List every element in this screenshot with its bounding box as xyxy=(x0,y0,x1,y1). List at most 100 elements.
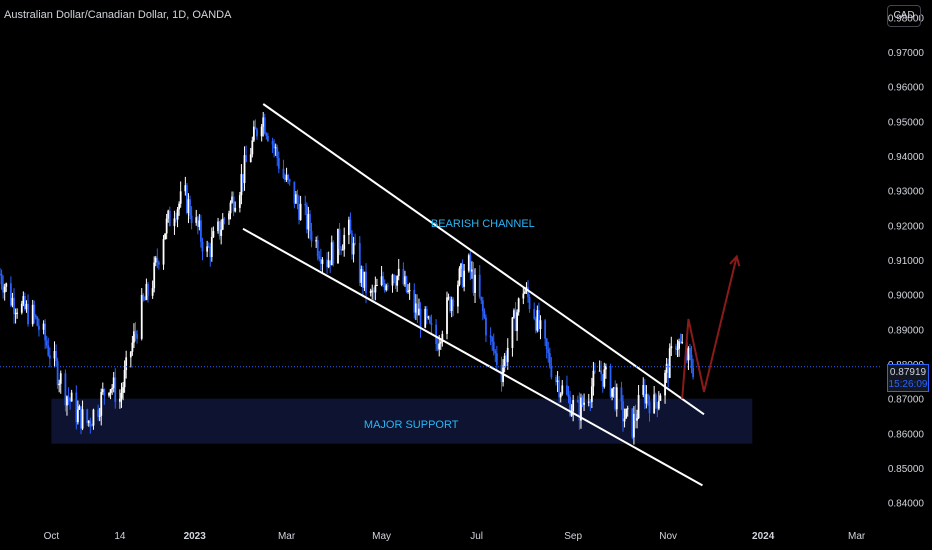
candle-body xyxy=(212,231,215,238)
candle-body xyxy=(614,387,617,410)
candle-body xyxy=(20,303,23,313)
candle-body xyxy=(147,283,149,296)
candle-body xyxy=(178,203,181,210)
candle-body xyxy=(489,335,492,338)
candle-body xyxy=(447,297,450,299)
candle-body xyxy=(620,387,623,402)
candle-body xyxy=(471,269,473,272)
candle-body xyxy=(428,316,431,323)
y-tick-label: 0.86000 xyxy=(888,429,925,440)
candle-body xyxy=(129,351,132,358)
candle-body xyxy=(341,249,344,251)
candle-body xyxy=(249,154,252,162)
candle-body xyxy=(481,300,484,312)
candle-body xyxy=(603,369,606,387)
candle-body xyxy=(154,257,157,263)
candle-body xyxy=(376,285,378,287)
x-tick-label: Mar xyxy=(278,531,296,542)
last-price-value: 0.87919 xyxy=(889,367,927,378)
candle-body xyxy=(327,260,330,268)
candle-body xyxy=(195,217,198,223)
candle-body xyxy=(414,303,417,313)
candle-body xyxy=(391,274,394,286)
candle-body xyxy=(609,366,612,397)
candle-body xyxy=(98,415,101,417)
currency-button[interactable]: CAD xyxy=(887,5,921,27)
candle-body xyxy=(196,217,199,227)
candle-body xyxy=(522,293,525,299)
candle-body xyxy=(622,401,624,422)
candle-body xyxy=(59,373,62,384)
candle-body xyxy=(70,392,73,402)
candle-body xyxy=(55,351,57,362)
x-tick-label: Jul xyxy=(470,531,483,542)
candle-body xyxy=(592,370,595,387)
x-tick-label: Sep xyxy=(564,531,582,542)
candle-body xyxy=(207,246,210,248)
candle-body xyxy=(45,340,48,346)
candle-body xyxy=(343,234,346,250)
candle-body xyxy=(369,290,372,293)
candle-body xyxy=(276,147,279,158)
candle-body xyxy=(536,310,539,331)
candle-body xyxy=(296,194,299,204)
candle-body xyxy=(304,203,307,206)
candle-body xyxy=(679,341,682,343)
candle-body xyxy=(209,247,212,258)
candle-body xyxy=(647,394,649,402)
candle-body xyxy=(151,288,154,296)
candle-body xyxy=(133,331,135,343)
candle-body xyxy=(394,281,397,286)
candle-body xyxy=(38,325,40,330)
candle-body xyxy=(545,338,548,350)
candle-body xyxy=(187,199,190,214)
candle-body xyxy=(657,400,660,409)
candle-body xyxy=(523,291,526,294)
price-axis-background xyxy=(880,0,932,550)
candle-body xyxy=(427,316,430,318)
candle-body xyxy=(263,117,266,134)
candle-body xyxy=(190,215,193,223)
y-tick-label: 0.96000 xyxy=(888,83,925,94)
candle-body xyxy=(533,308,536,319)
candle-body xyxy=(572,400,575,412)
candle-body xyxy=(690,354,693,369)
candle-body xyxy=(136,333,138,339)
candle-body xyxy=(612,387,615,389)
candle-body xyxy=(80,406,82,429)
candle-body xyxy=(111,387,114,390)
x-tick-label: Nov xyxy=(659,531,677,542)
candle-body xyxy=(100,392,103,416)
candle-body xyxy=(352,242,355,255)
candle-body xyxy=(92,409,95,426)
candle-body xyxy=(326,259,328,268)
candle-body xyxy=(668,348,671,378)
candle-body xyxy=(69,398,71,402)
candle-body xyxy=(332,242,335,264)
candle-body xyxy=(636,418,638,421)
candle-body xyxy=(581,397,584,405)
candle-body xyxy=(66,396,68,406)
candle-body xyxy=(396,276,399,286)
candle-body xyxy=(578,402,581,421)
candle-body xyxy=(393,274,395,282)
candle-body xyxy=(25,303,28,310)
candle-body xyxy=(145,283,148,300)
candle-body xyxy=(243,155,246,184)
x-tick-label: Mar xyxy=(848,531,866,542)
bearish-channel-label: BEARISH CHANNEL xyxy=(431,218,535,230)
candle-body xyxy=(206,246,209,252)
x-tick-label: May xyxy=(372,531,391,542)
candle-body xyxy=(13,297,15,314)
candle-body xyxy=(186,185,188,214)
candle-body xyxy=(587,401,590,403)
candle-body xyxy=(173,218,176,227)
candle-body xyxy=(469,255,472,272)
candle-body xyxy=(234,207,237,212)
candle-body xyxy=(363,271,366,288)
candle-body xyxy=(483,311,486,318)
candle-body xyxy=(240,174,243,196)
